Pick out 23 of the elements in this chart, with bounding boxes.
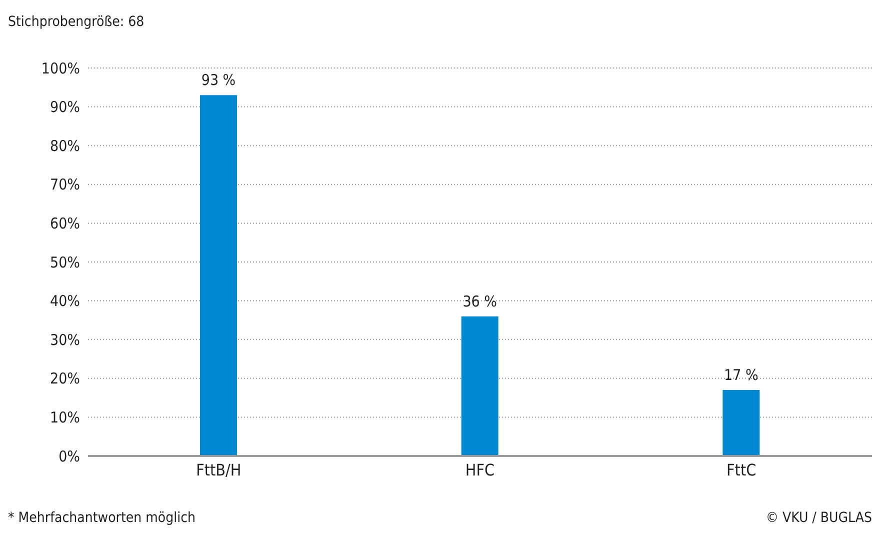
x-tick-label: FttB/H: [196, 460, 242, 480]
y-tick-label: 30%: [50, 330, 80, 349]
text: © VKU / BUGLAS: [766, 510, 872, 526]
bar: [200, 95, 237, 456]
data-label: 36 %: [462, 292, 498, 310]
bar: [722, 390, 760, 456]
y-tick-label: 10%: [50, 408, 80, 427]
y-tick-label: 90%: [50, 98, 80, 116]
chart-title: Stichprobengröße: 68: [8, 14, 144, 30]
text: * Mehrfachantworten möglich: [8, 510, 196, 526]
y-tick-label: 100%: [41, 59, 80, 78]
y-tick-label: 40%: [50, 292, 80, 310]
y-tick-label: 80%: [50, 136, 80, 155]
bar: [461, 316, 498, 456]
data-label: 93 %: [201, 71, 236, 90]
y-tick-label: 70%: [50, 176, 80, 194]
y-tick-label: 60%: [50, 214, 80, 233]
data-label: 17 %: [724, 366, 758, 384]
y-tick-label: 20%: [50, 370, 80, 388]
x-tick-label: HFC: [465, 460, 495, 480]
y-tick-label: 0%: [58, 447, 80, 466]
y-tick-label: 50%: [50, 253, 80, 272]
x-tick-label: FttC: [726, 460, 756, 480]
